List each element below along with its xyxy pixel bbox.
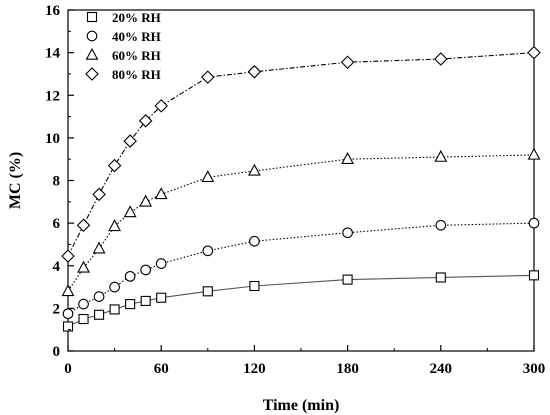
- data-point-square: [435, 272, 446, 283]
- y-tick-label: 10: [45, 131, 60, 147]
- y-tick-label: 12: [45, 88, 60, 104]
- y-tick-label: 6: [53, 216, 61, 232]
- x-tick-label: 120: [243, 361, 266, 377]
- data-point-triangle: [108, 219, 122, 232]
- series-layer: [61, 45, 541, 332]
- data-point-diamond: [527, 45, 541, 60]
- y-tick-label: 14: [45, 46, 61, 62]
- legend-label: 80% RH: [112, 67, 161, 82]
- data-point-triangle: [434, 149, 448, 162]
- data-point-square: [62, 321, 74, 332]
- series-line: [67, 222, 535, 315]
- series-3: [61, 45, 541, 263]
- data-point-diamond: [434, 52, 448, 66]
- data-point-circle: [109, 281, 120, 293]
- x-tick-label: 0: [64, 361, 72, 377]
- data-point-square: [156, 292, 167, 303]
- data-point-diamond: [154, 99, 168, 113]
- legend-item: 20% RH: [86, 10, 161, 25]
- data-point-diamond: [92, 187, 106, 202]
- data-point-square: [202, 286, 213, 297]
- y-tick-label: 16: [45, 3, 61, 19]
- data-point-triangle: [123, 205, 137, 218]
- data-point-square: [78, 313, 89, 325]
- data-point-circle: [342, 227, 353, 239]
- data-point-triangle: [527, 147, 541, 160]
- data-point-diamond: [123, 134, 137, 148]
- y-tick-label: 2: [53, 301, 61, 317]
- data-point-triangle: [92, 241, 106, 254]
- ticks-layer: 0 60 120 180 240 300 0 2 4 6 8 10 12 14 16: [45, 3, 545, 377]
- data-point-diamond: [107, 158, 122, 173]
- y-tick-label: 4: [53, 259, 61, 275]
- data-point-circle: [249, 235, 260, 247]
- data-point-diamond: [61, 249, 75, 263]
- data-point-square: [342, 274, 353, 285]
- data-point-diamond: [76, 218, 91, 233]
- x-tick-label: 60: [154, 361, 169, 377]
- legend-item: 80% RH: [85, 67, 161, 82]
- data-point-circle: [78, 298, 89, 310]
- legend-marker-circle: [86, 30, 98, 42]
- data-point-triangle: [61, 284, 75, 297]
- series-line: [67, 154, 535, 292]
- x-tick-label: 300: [523, 361, 546, 377]
- data-point-square: [528, 270, 540, 281]
- data-point-circle: [62, 308, 74, 320]
- data-point-square: [125, 299, 136, 310]
- x-tick-label: 180: [336, 361, 359, 377]
- legend: 20% RH 40% RH 60% RH 80% RH: [85, 10, 161, 82]
- data-point-circle: [124, 271, 136, 282]
- legend-label: 20% RH: [112, 10, 161, 25]
- data-point-triangle: [247, 163, 261, 176]
- data-point-diamond: [201, 70, 215, 84]
- x-axis-title: Time (min): [263, 397, 340, 414]
- data-point-square: [109, 304, 120, 315]
- data-point-diamond: [247, 65, 262, 79]
- data-point-circle: [93, 291, 105, 303]
- y-tick-label: 8: [53, 174, 61, 190]
- data-point-circle: [155, 258, 167, 269]
- y-axis-title: MC (%): [7, 152, 24, 209]
- data-point-diamond: [340, 55, 355, 69]
- data-point-triangle: [201, 170, 215, 183]
- series-1: [62, 217, 540, 320]
- x-tick-label: 240: [430, 361, 453, 377]
- data-point-circle: [435, 219, 447, 231]
- series-line: [67, 52, 535, 257]
- series-0: [62, 270, 540, 332]
- series-line: [67, 274, 535, 327]
- data-point-circle: [528, 217, 540, 229]
- data-point-triangle: [341, 152, 355, 164]
- data-point-circle: [140, 264, 152, 276]
- data-point-triangle: [154, 187, 168, 200]
- y-tick-label: 0: [53, 344, 61, 360]
- data-point-square: [94, 309, 105, 320]
- legend-label: 40% RH: [112, 29, 161, 44]
- legend-item: 60% RH: [85, 47, 161, 63]
- legend-marker-triangle: [85, 47, 99, 60]
- legend-marker-diamond: [85, 67, 99, 81]
- data-point-circle: [202, 245, 214, 257]
- data-point-square: [249, 280, 260, 292]
- data-point-diamond: [138, 114, 153, 128]
- series-2: [61, 147, 541, 297]
- legend-item: 40% RH: [86, 29, 161, 44]
- legend-marker-square: [86, 11, 98, 23]
- legend-label: 60% RH: [112, 48, 161, 63]
- data-point-triangle: [139, 194, 153, 207]
- data-point-triangle: [77, 260, 90, 273]
- data-point-square: [140, 295, 151, 306]
